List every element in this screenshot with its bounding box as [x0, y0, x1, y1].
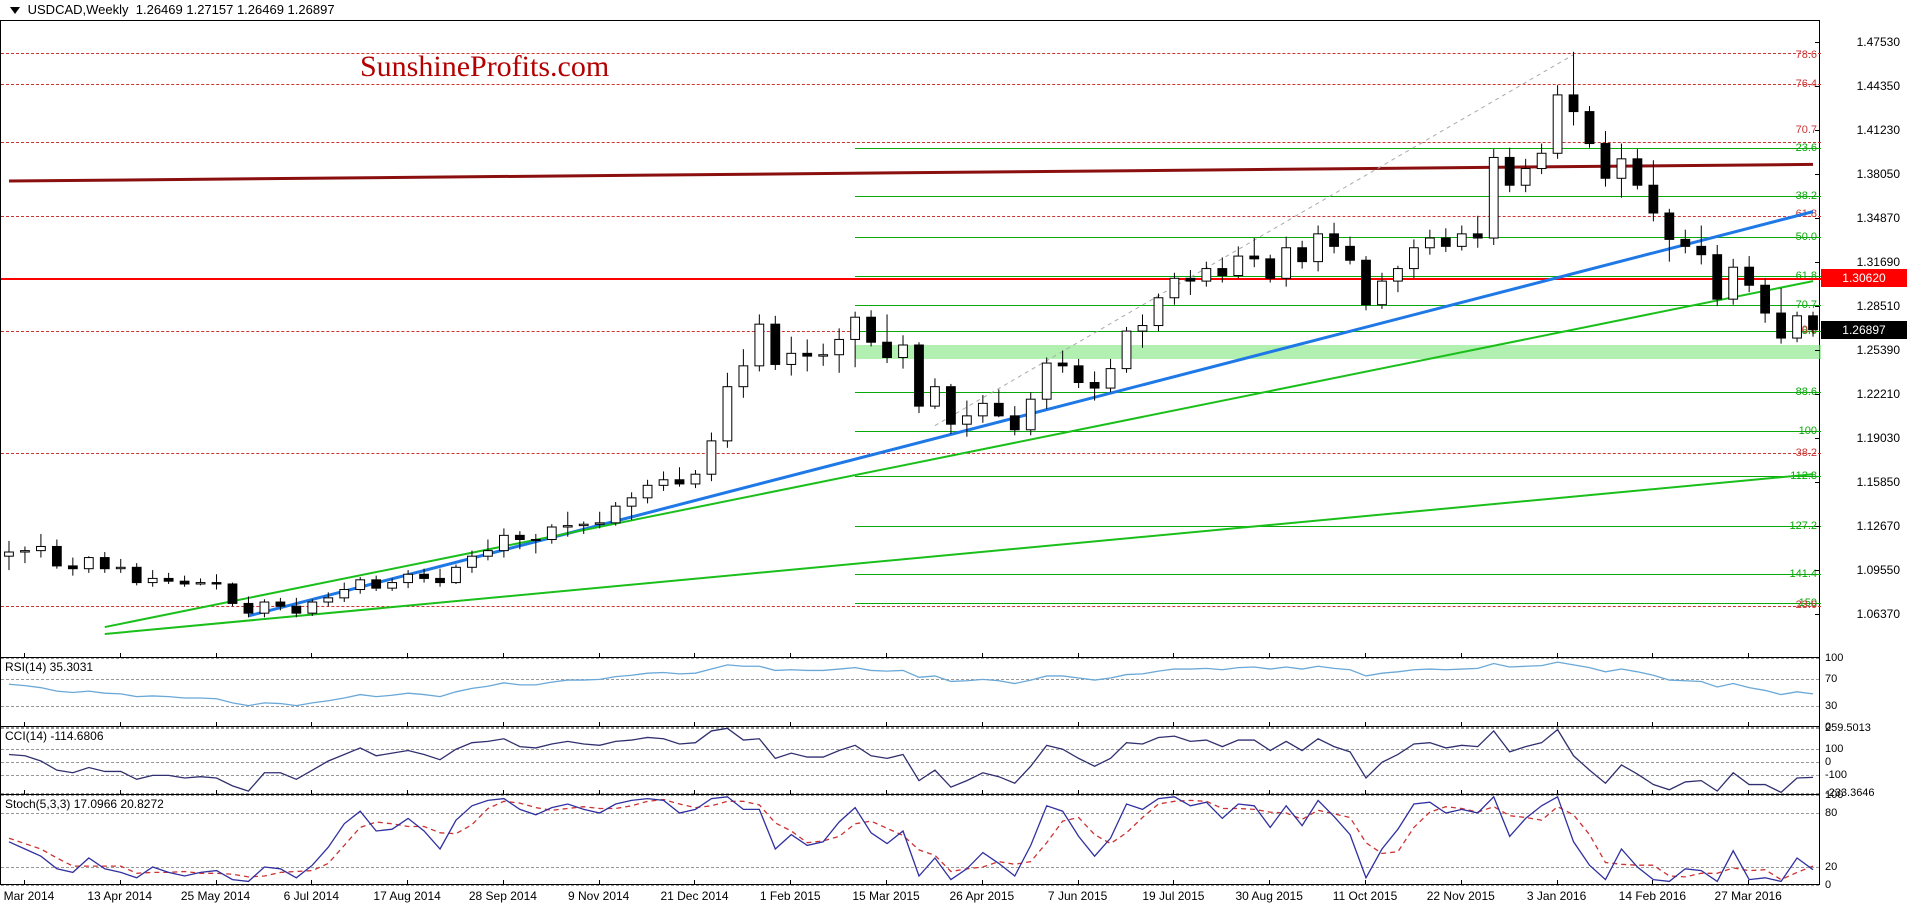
price-axis: 1.47530 1.44350 1.41230 1.38050 1.34870 1.316…	[1820, 20, 1908, 658]
ohlc-label: 1.26469 1.27157 1.26469 1.26897	[136, 2, 335, 17]
price-tick-label: 1.06370	[1857, 607, 1900, 621]
indicator-label: RSI(14) 35.3031	[5, 660, 93, 674]
indicator-y-label: 100	[1825, 743, 1843, 755]
chart-header: USDCAD,Weekly 1.26469 1.27157 1.26469 1.…	[10, 2, 335, 17]
price-tick-label: 1.41230	[1857, 123, 1900, 137]
rsi-panel[interactable]: RSI(14) 35.303103070100	[0, 658, 1820, 727]
time-tick-label: 28 Sep 2014	[469, 889, 537, 903]
indicator-y-label: -100	[1825, 769, 1847, 781]
time-tick-label: 17 Aug 2014	[373, 889, 440, 903]
time-tick-label: 26 Apr 2015	[949, 889, 1014, 903]
main-price-panel[interactable]: 23.638.250.061.870.778.688.6100112.8127.…	[0, 20, 1820, 658]
indicator-y-label: 80	[1825, 807, 1837, 819]
indicator-y-label: 0	[1825, 879, 1831, 891]
watermark: SunshineProfits.com	[360, 50, 609, 84]
time-axis: 2 Mar 2014 13 Apr 2014 25 May 2014 6 Jul 20…	[0, 885, 1820, 915]
cci-panel[interactable]: CCI(14) -114.6806-233.3646-1000100259.50…	[0, 727, 1820, 795]
indicator-line	[1, 795, 1821, 885]
indicator-y-label: 100	[1825, 789, 1843, 801]
price-tick-label: 1.34870	[1857, 211, 1900, 225]
price-tick-label: 1.22210	[1857, 387, 1900, 401]
price-tick-label: 1.28510	[1857, 299, 1900, 313]
indicator-y-label: 259.5013	[1825, 722, 1871, 734]
price-tick-label: 1.44350	[1857, 79, 1900, 93]
time-tick-label: 7 Jun 2015	[1048, 889, 1107, 903]
time-tick-label: 13 Apr 2014	[87, 889, 152, 903]
stoch-panel[interactable]: Stoch(5,3,3) 17.0966 20.827202080100	[0, 795, 1820, 885]
indicator-label: Stoch(5,3,3) 17.0966 20.8272	[5, 797, 164, 811]
price-tick-label: 1.25390	[1857, 343, 1900, 357]
indicator-line	[1, 658, 1821, 727]
indicator-y-label: 0	[1825, 756, 1831, 768]
time-tick-label: 15 Mar 2015	[852, 889, 919, 903]
indicator-y-label: 30	[1825, 700, 1837, 712]
candlesticks	[1, 21, 1821, 659]
price-tick-label: 1.09550	[1857, 563, 1900, 577]
time-tick-label: 6 Jul 2014	[284, 889, 339, 903]
time-tick-label: 14 Feb 2016	[1619, 889, 1686, 903]
indicator-label: CCI(14) -114.6806	[5, 729, 104, 743]
dropdown-icon	[10, 7, 20, 14]
price-tick-label: 1.47530	[1857, 35, 1900, 49]
indicator-line	[1, 727, 1821, 795]
symbol-label: USDCAD,Weekly	[28, 2, 129, 17]
time-tick-label: 21 Dec 2014	[660, 889, 728, 903]
indicator-y-label: 20	[1825, 861, 1837, 873]
time-tick-label: 30 Aug 2015	[1236, 889, 1303, 903]
time-tick-label: 11 Oct 2015	[1333, 889, 1398, 903]
time-tick-label: 25 May 2014	[181, 889, 250, 903]
price-tick-label: 1.19030	[1857, 431, 1900, 445]
time-tick-label: 19 Jul 2015	[1142, 889, 1204, 903]
time-tick-label: 1 Feb 2015	[760, 889, 821, 903]
time-tick-label: 27 Mar 2016	[1714, 889, 1781, 903]
indicator-y-label: 70	[1825, 673, 1837, 685]
indicator-y-label: 100	[1825, 652, 1843, 664]
time-tick-label: 22 Nov 2015	[1427, 889, 1495, 903]
time-tick-label: 3 Jan 2016	[1527, 889, 1586, 903]
price-tick-label: 1.38050	[1857, 167, 1900, 181]
time-tick-label: 9 Nov 2014	[568, 889, 629, 903]
time-tick-label: 2 Mar 2014	[0, 889, 54, 903]
price-tick-label: 1.12670	[1857, 519, 1900, 533]
price-tick-label: 1.31690	[1857, 255, 1900, 269]
price-tick-label: 1.15850	[1857, 475, 1900, 489]
